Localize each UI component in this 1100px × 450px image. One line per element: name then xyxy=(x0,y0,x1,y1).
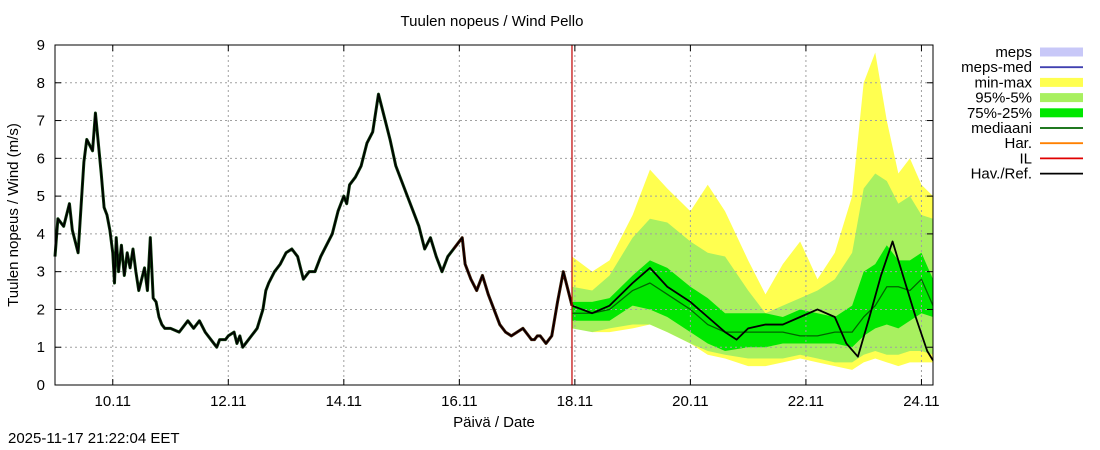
x-tick-label: 14.11 xyxy=(326,393,362,410)
legend-label-minmax: min-max xyxy=(974,74,1032,91)
axes: 0 1 2 3 4 5 6 7 8 9 10.11 12.11 14.11 16.11 18.11 20.11… xyxy=(37,37,940,410)
legend-label-hav: Hav./Ref. xyxy=(971,166,1032,183)
x-tick-label: 22.11 xyxy=(788,393,824,410)
x-tick-label: 18.11 xyxy=(557,393,593,410)
y-tick-label: 7 xyxy=(37,113,45,130)
il-line xyxy=(452,236,574,345)
legend-label-har: Har. xyxy=(1004,135,1032,152)
median-line xyxy=(571,278,934,337)
y-tick-label: 6 xyxy=(37,150,45,167)
legend: mepsmeps-medmin-max95%-5%75%-25%mediaani… xyxy=(961,44,1083,183)
y-axis-label: Tuulen nopeus / Wind (m/s) xyxy=(5,123,22,307)
plot-frame xyxy=(54,44,934,386)
y-tick-label: 1 xyxy=(37,339,45,356)
x-tick-label: 20.11 xyxy=(672,393,708,410)
legend-swatch-minmax xyxy=(1040,77,1083,87)
y-tick-label: 0 xyxy=(37,377,45,394)
legend-label-meps_med: meps-med xyxy=(961,59,1032,76)
legend-label-p75_25: 75%-25% xyxy=(967,105,1032,122)
p75-25-band xyxy=(571,245,933,351)
plot-area xyxy=(53,45,934,385)
y-tick-label: 8 xyxy=(37,75,45,92)
x-tick-label: 24.11 xyxy=(903,393,939,410)
hav-ref-line xyxy=(571,240,934,361)
timestamp: 2025-11-17 21:22:04 EET xyxy=(8,430,180,447)
x-tick-label: 16.11 xyxy=(441,393,477,410)
x-tick-label: 12.11 xyxy=(210,393,246,410)
y-tick-label: 9 xyxy=(37,37,45,54)
legend-swatch-p95_5 xyxy=(1040,93,1083,103)
y-tick-label: 3 xyxy=(37,264,45,281)
y-tick-label: 4 xyxy=(37,226,45,243)
legend-label-mediaani: mediaani xyxy=(971,120,1032,137)
x-axis-label: Päivä / Date xyxy=(453,414,535,431)
legend-label-p95_5: 95%-5% xyxy=(975,90,1032,107)
x-tick-label: 10.11 xyxy=(95,393,131,410)
legend-swatch-meps xyxy=(1040,47,1083,57)
legend-label-meps: meps xyxy=(995,44,1032,61)
observed-line xyxy=(54,93,573,349)
y-tick-label: 2 xyxy=(37,301,45,318)
legend-label-il: IL xyxy=(1019,150,1032,167)
y-tick-label: 5 xyxy=(37,188,45,205)
legend-swatch-p75_25 xyxy=(1040,108,1083,118)
chart-title: Tuulen nopeus / Wind Pello xyxy=(401,13,584,30)
